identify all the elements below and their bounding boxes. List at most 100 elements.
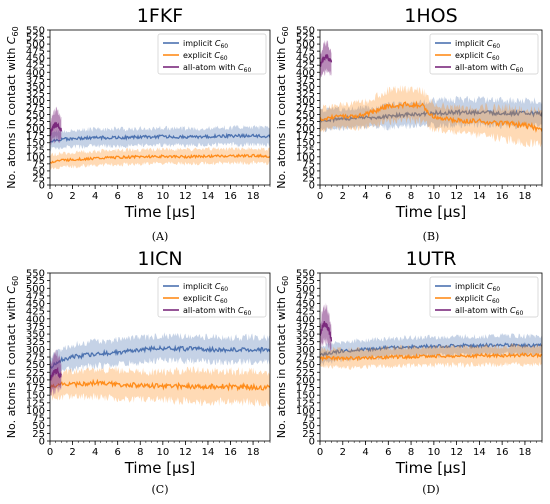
series-line [50,378,270,392]
series-band [320,302,332,355]
y-tick-label: 25 [32,429,45,440]
x-axis-label: Time [μs] [124,203,196,221]
y-tick-label: 425 [26,61,45,72]
y-axis-label: No. atoms in contact with C60 [5,26,20,188]
x-tick-label: 8 [137,191,143,202]
y-tick-label: 75 [302,414,315,425]
x-tick-label: 6 [385,191,391,202]
y-tick-label: 550 [26,269,45,280]
x-tick-label: 0 [317,447,323,458]
plot-area [320,39,542,148]
x-tick-label: 6 [385,447,391,458]
legend-entry: implicit C60 [183,282,228,293]
y-tick-label: 175 [26,383,45,394]
series-band [50,124,270,152]
y-tick-label: 0 [309,181,315,192]
y-tick-label: 375 [296,322,315,333]
y-tick-label: 325 [296,89,315,100]
y-tick-label: 375 [26,322,45,333]
y-tick-label: 150 [296,138,315,149]
y-tick-label: 350 [26,330,45,341]
x-tick-label: 18 [247,191,260,202]
y-tick-label: 300 [296,345,315,356]
y-tick-label: 175 [296,383,315,394]
x-tick-label: 4 [92,447,98,458]
legend-entry: explicit C60 [455,51,500,62]
y-tick-label: 550 [296,269,315,280]
x-tick-label: 0 [47,191,53,202]
x-tick-label: 18 [519,447,532,458]
x-tick-label: 14 [473,191,486,202]
y-axis-label: No. atoms in contact with C60 [275,26,290,188]
x-tick-label: 14 [473,447,486,458]
x-tick-label: 18 [247,447,260,458]
y-tick-label: 450 [26,54,45,65]
legend-entry: all-atom with C60 [183,306,251,317]
y-tick-label: 525 [296,276,315,287]
plot-area [50,332,270,407]
y-tick-label: 25 [32,173,45,184]
series-band [50,332,270,380]
series-line [50,121,62,137]
legend-entry: implicit C60 [455,282,500,293]
y-tick-label: 400 [296,68,315,79]
y-tick-label: 50 [32,421,45,432]
y-tick-label: 125 [26,145,45,156]
y-tick-label: 325 [296,337,315,348]
series-line [50,366,62,381]
y-tick-label: 25 [302,429,315,440]
y-tick-label: 400 [296,314,315,325]
legend-entry: explicit C60 [183,51,228,62]
y-tick-label: 425 [296,61,315,72]
y-tick-label: 225 [26,368,45,379]
x-tick-label: 4 [362,447,368,458]
series-band [320,85,542,148]
y-tick-label: 125 [26,398,45,409]
y-tick-label: 300 [26,345,45,356]
y-tick-label: 250 [296,110,315,121]
y-tick-label: 275 [26,353,45,364]
y-tick-label: 150 [26,138,45,149]
x-tick-label: 0 [317,191,323,202]
series-line [320,342,542,358]
legend-entry: all-atom with C60 [183,63,251,74]
y-tick-label: 200 [26,124,45,135]
y-tick-label: 75 [302,159,315,170]
y-tick-label: 500 [296,40,315,51]
series-band [320,39,332,79]
x-tick-label: 8 [408,447,414,458]
y-tick-label: 475 [26,47,45,58]
legend-entry: all-atom with C60 [455,306,523,317]
y-tick-label: 200 [26,375,45,386]
y-tick-label: 250 [26,360,45,371]
y-tick-label: 0 [309,437,315,448]
y-tick-label: 450 [296,299,315,310]
y-tick-label: 350 [296,82,315,93]
x-tick-label: 12 [450,447,463,458]
y-tick-label: 425 [296,307,315,318]
panel-caption: (B) [423,230,440,243]
y-tick-label: 475 [296,291,315,302]
x-tick-label: 8 [408,191,414,202]
series-line [50,132,270,144]
legend-entry: implicit C60 [455,39,500,50]
y-tick-label: 100 [296,406,315,417]
y-tick-label: 175 [26,131,45,142]
x-tick-label: 6 [115,191,121,202]
x-tick-label: 12 [179,447,192,458]
y-tick-label: 175 [296,131,315,142]
chart-panel-1ICN: 0255075100125150175200225250275300325350… [5,248,271,496]
legend-entry: all-atom with C60 [455,63,523,74]
y-tick-label: 550 [26,26,45,37]
x-tick-label: 10 [427,191,440,202]
y-tick-label: 150 [296,391,315,402]
y-tick-label: 75 [32,159,45,170]
y-tick-label: 475 [26,291,45,302]
x-axis-label: Time [μs] [395,203,467,221]
y-tick-label: 375 [26,75,45,86]
y-tick-label: 100 [296,152,315,163]
x-tick-label: 12 [179,191,192,202]
